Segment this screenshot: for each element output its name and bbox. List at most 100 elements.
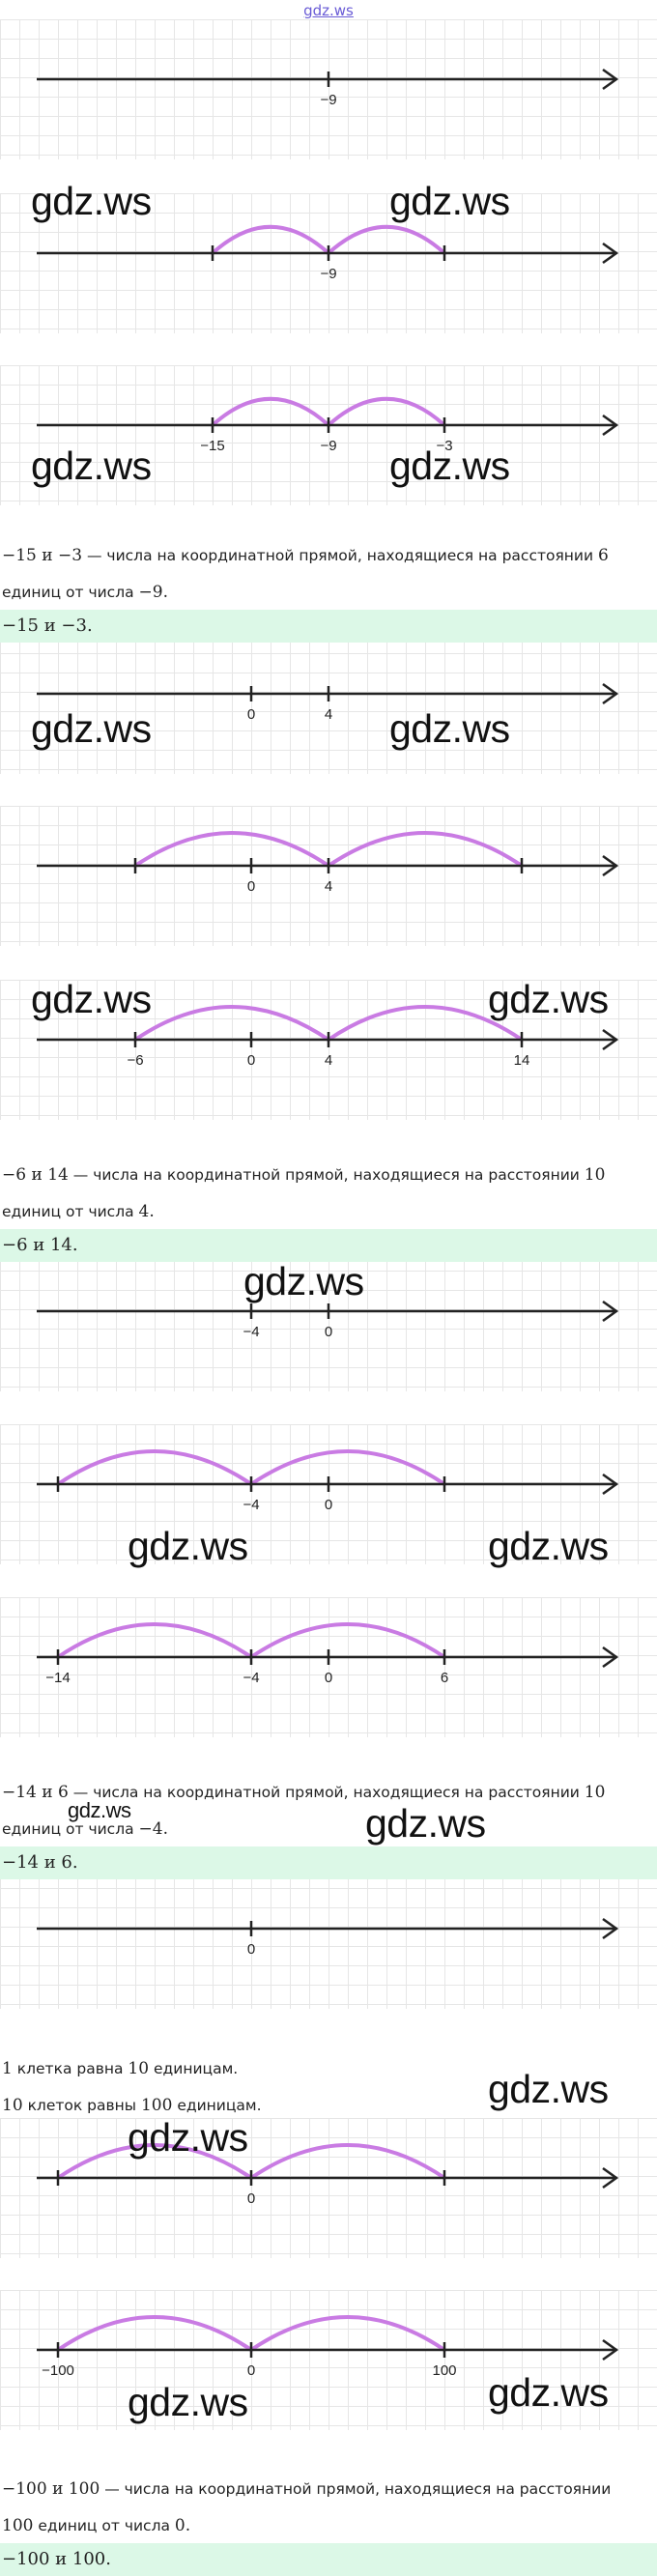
number-line-svg: −6 0 4 14 bbox=[37, 1005, 619, 1069]
explanation-2: −6 и 14 — числа на координатной прямой, … bbox=[2, 1165, 606, 1221]
watermark: gdz.ws bbox=[389, 444, 510, 488]
number-line-svg: −14 −4 0 6 bbox=[37, 1622, 619, 1686]
tick-label: 0 bbox=[247, 1941, 255, 1958]
tick-label: 4 bbox=[325, 706, 332, 723]
axis-arrow-icon bbox=[602, 242, 619, 265]
axis-arrow-icon bbox=[602, 1646, 619, 1669]
distance-arc bbox=[56, 2143, 253, 2180]
distance-arc bbox=[133, 1005, 330, 1042]
distance-arc bbox=[56, 1622, 253, 1659]
tick-label: 6 bbox=[441, 1670, 448, 1686]
distance-arc bbox=[211, 396, 330, 427]
tick-label: 0 bbox=[247, 2190, 255, 2207]
tick-label: −9 bbox=[320, 266, 336, 282]
number-line-svg: −9 bbox=[37, 224, 619, 282]
watermark: gdz.ws bbox=[31, 977, 152, 1021]
number-line-svg: −4 0 bbox=[37, 1449, 619, 1513]
axis-arrow-icon bbox=[602, 2166, 619, 2190]
explanation-3: −14 и 6 — числа на координатной прямой, … bbox=[2, 1783, 606, 1839]
number-line-panel-9: −14 −4 0 6 bbox=[0, 1597, 657, 1737]
watermark: gdz.ws bbox=[31, 179, 152, 223]
watermark: gdz.ws bbox=[488, 2370, 609, 2415]
watermark: gdz.ws bbox=[488, 977, 609, 1021]
tick-label: −9 bbox=[320, 438, 336, 454]
watermark: gdz.ws bbox=[365, 1801, 486, 1846]
tick-label: −9 bbox=[320, 92, 336, 108]
watermark: gdz.ws bbox=[488, 1524, 609, 1568]
tick-label: −4 bbox=[243, 1670, 259, 1686]
axis-arrow-icon bbox=[602, 1028, 619, 1051]
distance-arc bbox=[327, 831, 524, 868]
distance-arc bbox=[56, 2315, 253, 2352]
tick-label: −6 bbox=[127, 1052, 143, 1069]
number-line-panel-8: −4 0 bbox=[0, 1424, 657, 1564]
tick-label: 0 bbox=[325, 1497, 332, 1513]
watermark: gdz.ws bbox=[31, 444, 152, 488]
tick-label: −15 bbox=[200, 438, 224, 454]
tick-label: 0 bbox=[247, 878, 255, 895]
watermark: gdz.ws bbox=[31, 706, 152, 751]
number-line-svg: −4 0 bbox=[37, 1300, 619, 1340]
tick-label: −100 bbox=[42, 2362, 74, 2379]
answer-1: −15 и −3. bbox=[0, 610, 657, 643]
tick-label: 0 bbox=[247, 2362, 255, 2379]
watermark: gdz.ws bbox=[389, 706, 510, 751]
watermark: gdz.ws bbox=[128, 1524, 248, 1568]
distance-arc bbox=[327, 1005, 524, 1042]
watermark: gdz.ws bbox=[128, 2115, 248, 2160]
number-line-svg: 0 bbox=[37, 1917, 619, 1958]
tick-label: −4 bbox=[243, 1497, 259, 1513]
distance-arc bbox=[327, 396, 446, 427]
explanation-1: −15 и −3 — числа на координатной прямой,… bbox=[2, 546, 609, 602]
number-line-svg: −15 −9 −3 bbox=[37, 396, 619, 454]
axis-arrow-icon bbox=[602, 854, 619, 877]
distance-arc bbox=[249, 1622, 446, 1659]
explanation-4: −100 и 100 — числа на координатной прямо… bbox=[2, 2479, 612, 2535]
tick-label: −3 bbox=[436, 438, 452, 454]
number-line-panel-11: 0 bbox=[0, 2118, 657, 2258]
distance-arc bbox=[249, 2143, 446, 2180]
number-line-panel-3: −15 −9 −3 bbox=[0, 365, 657, 505]
tick-label: 0 bbox=[325, 1670, 332, 1686]
watermark: gdz.ws bbox=[68, 1798, 131, 1822]
number-line-panel-6: −6 0 4 14 bbox=[0, 980, 657, 1120]
watermark: gdz.ws bbox=[389, 179, 510, 223]
number-line-panel-1: −9 bbox=[0, 19, 657, 159]
tick-label: 0 bbox=[325, 1324, 332, 1340]
tick-label: 0 bbox=[247, 1052, 255, 1069]
number-line-panel-10: 0 bbox=[0, 1869, 657, 2009]
tick-label: −14 bbox=[45, 1670, 70, 1686]
number-line-panel-12: −100 0 100 bbox=[0, 2290, 657, 2430]
axis-arrow-icon bbox=[602, 68, 619, 91]
number-line-svg: −100 0 100 bbox=[37, 2315, 619, 2379]
distance-arc bbox=[56, 1449, 253, 1486]
scale-note: 1 клетка равна 10 единицам. 10 клеток ра… bbox=[2, 2059, 262, 2115]
distance-arc bbox=[327, 224, 446, 255]
axis-arrow-icon bbox=[602, 682, 619, 705]
axis-arrow-icon bbox=[602, 2338, 619, 2361]
distance-arc bbox=[249, 1449, 446, 1486]
number-line-panel-7: −4 0 bbox=[0, 1251, 657, 1391]
axis-arrow-icon bbox=[602, 414, 619, 437]
watermark: gdz.ws bbox=[488, 2067, 609, 2111]
axis-arrow-icon bbox=[602, 1917, 619, 1940]
distance-arc bbox=[249, 2315, 446, 2352]
distance-arc bbox=[211, 224, 330, 255]
tick-label: 0 bbox=[247, 706, 255, 723]
tick-label: 4 bbox=[325, 1052, 332, 1069]
site-link[interactable]: gdz.ws bbox=[303, 2, 354, 19]
tick-label: −4 bbox=[243, 1324, 259, 1340]
tick-label: 14 bbox=[514, 1052, 530, 1069]
watermark: gdz.ws bbox=[128, 2380, 248, 2424]
tick-label: 4 bbox=[325, 878, 332, 895]
tick-label: 100 bbox=[432, 2362, 456, 2379]
axis-arrow-icon bbox=[602, 1300, 619, 1323]
answer-3: −14 и 6. bbox=[0, 1846, 657, 1879]
answer-2: −6 и 14. bbox=[0, 1229, 657, 1262]
distance-arc bbox=[133, 831, 330, 868]
axis-arrow-icon bbox=[602, 1473, 619, 1496]
